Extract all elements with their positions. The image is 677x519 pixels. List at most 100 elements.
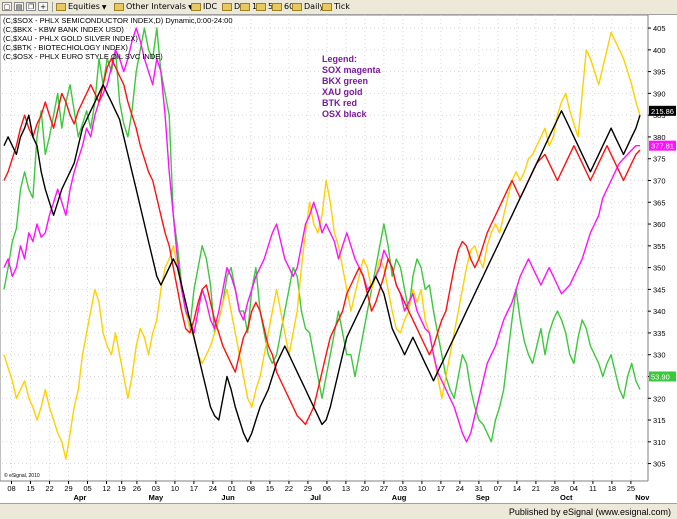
y-tick-label: 350 xyxy=(653,264,666,273)
x-tick-label: 01 xyxy=(228,484,236,493)
folder-icon xyxy=(56,2,66,11)
new-chart-icon[interactable]: ▢ xyxy=(2,2,12,11)
y-tick-label: 370 xyxy=(653,176,666,185)
x-tick-label: 14 xyxy=(513,484,521,493)
series-line-sox[interactable] xyxy=(3,27,640,443)
x-month-label: Sep xyxy=(476,493,490,502)
chevron-down-icon: ▼ xyxy=(188,4,193,11)
x-tick-label: 11 xyxy=(589,484,597,493)
toolbar: ▢ ▤ ❐ + Equities▼ Other Intervals▼ IDC D… xyxy=(0,0,677,15)
x-tick-label: 18 xyxy=(608,484,616,493)
x-tick-label: 22 xyxy=(45,484,53,493)
interval-1-button[interactable]: 1 xyxy=(240,2,257,11)
last-value-marker xyxy=(649,371,676,382)
x-tick-label: 15 xyxy=(266,484,274,493)
equities-dropdown[interactable]: Equities ▼ xyxy=(56,2,107,11)
x-tick-label: 10 xyxy=(171,484,179,493)
x-tick-label: 24 xyxy=(209,484,217,493)
x-tick-label: 17 xyxy=(437,484,445,493)
chart-title-line: (C,$XAU - PHLX GOLD SILVER INDEX) xyxy=(3,34,138,43)
series-line-xau[interactable] xyxy=(3,31,641,460)
idc-button[interactable]: IDC xyxy=(191,2,217,11)
copy-icon[interactable]: ❐ xyxy=(26,2,36,11)
interval-daily-button[interactable]: Daily xyxy=(292,2,324,11)
y-tick-label: 305 xyxy=(653,460,666,469)
x-tick-label: 25 xyxy=(627,484,635,493)
chevron-down-icon: ▼ xyxy=(101,4,107,11)
y-tick-label: 380 xyxy=(653,133,666,142)
series-line-bkx[interactable] xyxy=(3,27,641,443)
folder-icon xyxy=(256,2,266,11)
last-value-marker xyxy=(649,105,676,116)
chart-title-line: (C,$SOX - PHLX SEMICONDUCTOR INDEX,D) Dy… xyxy=(3,16,233,25)
x-month-label: Aug xyxy=(392,493,407,502)
chart-title-line: (C,$BKX - KBW BANK INDEX USD) xyxy=(3,25,124,34)
y-tick-label: 365 xyxy=(653,198,666,207)
last-value-label: 377.81 xyxy=(651,142,674,151)
x-tick-label: 07 xyxy=(494,484,502,493)
y-tick-label: 335 xyxy=(653,329,666,338)
x-tick-label: 20 xyxy=(361,484,369,493)
folder-icon xyxy=(272,2,282,11)
x-month-label: May xyxy=(149,493,164,502)
folder-icon xyxy=(322,2,332,11)
y-tick-label: 375 xyxy=(653,155,666,164)
x-tick-label: 17 xyxy=(190,484,198,493)
legend-entry: SOX magenta xyxy=(322,65,382,75)
other-intervals-dropdown[interactable]: Other Intervals▼ xyxy=(114,2,193,11)
open-icon[interactable]: ▤ xyxy=(14,2,24,11)
x-tick-label: 06 xyxy=(323,484,331,493)
x-tick-label: 12 xyxy=(102,484,110,493)
series-line-osx[interactable] xyxy=(3,83,641,443)
x-tick-label: 03 xyxy=(399,484,407,493)
y-tick-label: 355 xyxy=(653,242,666,251)
x-tick-label: 27 xyxy=(380,484,388,493)
x-tick-label: 24 xyxy=(456,484,464,493)
x-tick-label: 22 xyxy=(285,484,293,493)
x-tick-label: 08 xyxy=(247,484,255,493)
x-tick-label: 29 xyxy=(64,484,72,493)
chart-title-line: (C,$BTK - BIOTECHIOLOGY INDEX) xyxy=(3,43,128,52)
last-value-label: 215.86 xyxy=(651,107,674,116)
x-tick-label: 28 xyxy=(551,484,559,493)
x-month-label: Jun xyxy=(221,493,235,502)
folder-icon xyxy=(191,2,201,11)
x-tick-label: 26 xyxy=(133,484,141,493)
y-tick-label: 390 xyxy=(653,89,666,98)
y-tick-label: 320 xyxy=(653,394,666,403)
y-tick-label: 400 xyxy=(653,46,666,55)
y-axis-panel xyxy=(648,15,677,503)
folder-icon xyxy=(114,2,124,11)
y-tick-label: 310 xyxy=(653,438,666,447)
folder-icon xyxy=(222,2,232,11)
x-axis-panel xyxy=(0,481,648,503)
legend-entry: XAU gold xyxy=(322,87,363,97)
y-tick-label: 340 xyxy=(653,307,666,316)
interval-60-button[interactable]: 60 xyxy=(272,2,294,11)
legend-entry: BTK red xyxy=(322,98,357,108)
x-tick-label: 21 xyxy=(532,484,540,493)
x-tick-label: 05 xyxy=(83,484,91,493)
add-icon[interactable]: + xyxy=(38,2,48,11)
y-tick-label: 315 xyxy=(653,416,666,425)
y-tick-label: 345 xyxy=(653,285,666,294)
y-tick-label: 360 xyxy=(653,220,666,229)
legend-title: Legend: xyxy=(322,54,357,64)
last-value-marker xyxy=(649,140,676,151)
interval-d-button[interactable]: D xyxy=(222,2,240,11)
x-tick-label: 08 xyxy=(7,484,15,493)
interval-tick-button[interactable]: Tick xyxy=(322,2,350,11)
legend-entry: BKX green xyxy=(322,76,368,86)
published-by-text: Published by eSignal (www.esignal.com) xyxy=(508,507,671,517)
interval-5-button[interactable]: 5 xyxy=(256,2,273,11)
x-month-label: Nov xyxy=(635,493,650,502)
x-tick-label: 03 xyxy=(152,484,160,493)
x-tick-label: 31 xyxy=(475,484,483,493)
folder-icon xyxy=(240,2,250,11)
chart-area[interactable]: 3053103153203253303353403453503553603653… xyxy=(0,15,677,503)
x-tick-label: 15 xyxy=(26,484,34,493)
x-tick-label: 13 xyxy=(342,484,350,493)
x-tick-label: 19 xyxy=(118,484,126,493)
legend-entry: OSX black xyxy=(322,109,368,119)
x-tick-label: 04 xyxy=(570,484,578,493)
